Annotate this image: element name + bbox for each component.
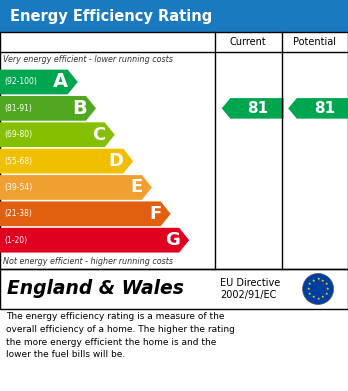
Text: (1-20): (1-20) [4,236,27,245]
Text: ★: ★ [325,292,328,296]
Polygon shape [222,98,284,118]
Polygon shape [0,201,171,226]
Polygon shape [0,96,96,121]
Polygon shape [288,98,348,118]
Text: ★: ★ [307,287,310,291]
Text: ★: ★ [316,277,320,281]
Text: Current: Current [230,37,267,47]
Polygon shape [0,122,115,147]
Text: (81-91): (81-91) [4,104,32,113]
Text: 81: 81 [247,101,268,116]
Text: G: G [165,231,180,249]
Text: ★: ★ [321,295,325,300]
Text: F: F [149,205,161,223]
Text: England & Wales: England & Wales [7,280,184,298]
Polygon shape [0,149,133,174]
Text: D: D [109,152,124,170]
Text: A: A [53,72,68,91]
Bar [0,269,348,309]
Text: ★: ★ [308,292,311,296]
Text: Not energy efficient - higher running costs: Not energy efficient - higher running co… [3,257,173,267]
Text: C: C [92,126,105,144]
Text: Energy Efficiency Rating: Energy Efficiency Rating [10,9,213,23]
Text: ★: ★ [326,287,330,291]
Text: 81: 81 [314,101,335,116]
Text: EU Directive
2002/91/EC: EU Directive 2002/91/EC [220,278,280,300]
Bar [0,0,348,32]
Polygon shape [0,228,189,253]
Polygon shape [0,175,152,200]
Text: The energy efficiency rating is a measure of the
overall efficiency of a home. T: The energy efficiency rating is a measur… [6,312,235,359]
Text: (69-80): (69-80) [4,130,32,139]
Text: B: B [72,99,87,118]
Circle shape [303,273,334,305]
Text: Very energy efficient - lower running costs: Very energy efficient - lower running co… [3,55,173,64]
Text: (21-38): (21-38) [4,209,32,218]
Text: ★: ★ [325,282,328,286]
Bar [0,32,348,269]
Text: ★: ★ [321,278,325,283]
Text: E: E [130,178,142,196]
Text: (92-100): (92-100) [4,77,37,86]
Text: Potential: Potential [293,37,336,47]
Text: ★: ★ [316,297,320,301]
Polygon shape [0,70,78,94]
Text: ★: ★ [308,282,311,286]
Text: (55-68): (55-68) [4,156,32,166]
Text: (39-54): (39-54) [4,183,32,192]
Text: ★: ★ [311,278,315,283]
Text: ★: ★ [311,295,315,300]
